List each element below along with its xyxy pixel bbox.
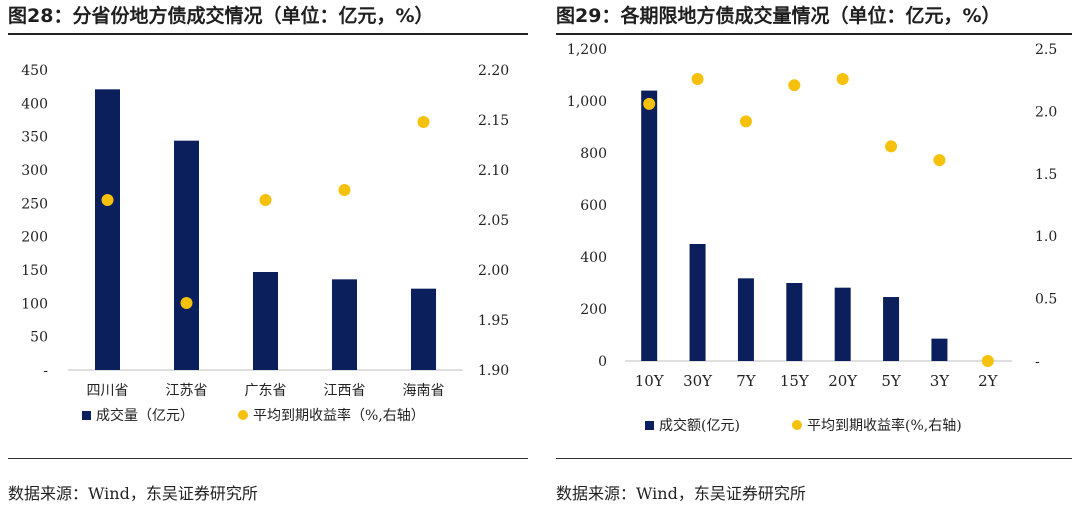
yield-point xyxy=(691,72,704,85)
yield-point xyxy=(338,184,351,196)
bar xyxy=(253,272,278,370)
bar xyxy=(737,278,754,361)
right-axis-tick: 0.5 xyxy=(1035,292,1057,308)
legend-dot-label: 平均到期收益率(%,右轴) xyxy=(807,417,962,434)
left-axis-tick: 0 xyxy=(598,354,607,370)
right-axis-tick: 1.0 xyxy=(1035,229,1057,245)
category-label: 5Y xyxy=(881,372,902,390)
left-axis-tick: 50 xyxy=(30,330,48,346)
yield-point xyxy=(180,297,193,309)
right-axis-tick: 1.5 xyxy=(1035,167,1057,183)
bar xyxy=(689,244,706,361)
legend-dot-label: 平均到期收益率（%,右轴） xyxy=(253,407,425,424)
right-axis-tick: 2.20 xyxy=(478,63,509,79)
chart-title-left: 图28：分省份地方债成交情况（单位：亿元，%） xyxy=(8,5,434,27)
yield-point xyxy=(643,97,656,110)
right-axis-tick: 2.00 xyxy=(478,263,509,279)
legend-dot-swatch xyxy=(792,420,802,430)
left-axis-tick: 1,000 xyxy=(567,94,607,110)
left-axis-tick: 350 xyxy=(21,130,48,146)
yield-point xyxy=(788,79,801,92)
category-label: 江西省 xyxy=(324,383,366,399)
left-axis-tick: 400 xyxy=(580,250,607,266)
bar xyxy=(641,90,658,361)
left-axis-tick: 250 xyxy=(21,196,48,212)
right-axis-tick: 2.15 xyxy=(478,113,509,129)
right-axis-tick: 2.5 xyxy=(1035,42,1057,58)
right-axis-tick: 2.05 xyxy=(478,213,509,229)
category-label: 四川省 xyxy=(87,383,129,399)
left-axis-tick: 200 xyxy=(21,230,48,246)
right-axis-tick: 1.95 xyxy=(478,313,509,329)
yield-point xyxy=(259,194,272,206)
left-axis-tick: 1,200 xyxy=(567,42,607,58)
chart-title-right: 图29：各期限地方债成交量情况（单位：亿元，%） xyxy=(556,5,1001,27)
right-axis-tick: 2.0 xyxy=(1035,104,1057,120)
left-axis-tick: 100 xyxy=(21,296,48,312)
category-label: 20Y xyxy=(828,372,858,390)
legend-bar-label: 成交量（亿元） xyxy=(96,407,194,424)
category-label: 15Y xyxy=(780,372,810,390)
bar xyxy=(931,338,948,361)
bar xyxy=(883,297,900,361)
category-label: 30Y xyxy=(683,372,713,390)
yield-point xyxy=(101,194,114,206)
source-note-left: 数据来源：Wind，东吴证券研究所 xyxy=(8,484,258,503)
source-note-right: 数据来源：Wind，东吴证券研究所 xyxy=(556,484,806,503)
title-rule-right xyxy=(556,33,1072,35)
bar xyxy=(411,288,436,370)
left-axis-tick: 200 xyxy=(580,302,607,318)
bar xyxy=(95,89,120,370)
yield-point xyxy=(933,154,946,167)
yield-point xyxy=(885,140,898,153)
yield-point xyxy=(836,72,849,85)
right-axis-tick: 1.90 xyxy=(478,363,509,379)
legend-bar-swatch xyxy=(645,421,654,430)
right-axis-tick: - xyxy=(1035,354,1040,370)
left-axis-tick: 300 xyxy=(21,163,48,179)
category-label: 海南省 xyxy=(403,383,445,399)
left-axis-tick: 400 xyxy=(21,96,48,112)
category-label: 10Y xyxy=(635,372,665,390)
bar xyxy=(834,287,851,361)
category-label: 江苏省 xyxy=(166,383,208,399)
yield-point xyxy=(417,116,430,128)
left-axis-tick: - xyxy=(43,363,48,379)
left-axis-tick: 150 xyxy=(21,263,48,279)
legend-bar-label: 成交额(亿元) xyxy=(659,417,740,434)
left-axis-tick: 450 xyxy=(21,63,48,79)
bar xyxy=(174,140,199,370)
legend-bar-swatch xyxy=(82,411,91,420)
yield-point xyxy=(981,355,994,367)
bottom-rule-right xyxy=(556,458,1072,459)
bottom-rule-left xyxy=(8,458,528,459)
bar xyxy=(786,283,803,361)
bar xyxy=(332,279,357,370)
category-label: 3Y xyxy=(930,372,951,390)
right-axis-tick: 2.10 xyxy=(478,163,509,179)
province-chart: - 50 100 150 200 250 300 350 400 450 1.90 1.95 2.00 2… xyxy=(21,63,509,424)
category-label: 2Y xyxy=(978,372,999,390)
tenor-chart: 0 200 400 600 800 1,000 1,200 - 0.5 1.0 1.5 2.0 2.5 1… xyxy=(567,42,1057,434)
category-label: 7Y xyxy=(736,372,757,390)
legend-dot-swatch xyxy=(238,410,248,420)
title-rule-left xyxy=(8,33,528,35)
left-axis-tick: 600 xyxy=(580,198,607,214)
yield-point xyxy=(739,115,752,128)
left-axis-tick: 800 xyxy=(580,146,607,162)
category-label: 广东省 xyxy=(245,383,287,399)
